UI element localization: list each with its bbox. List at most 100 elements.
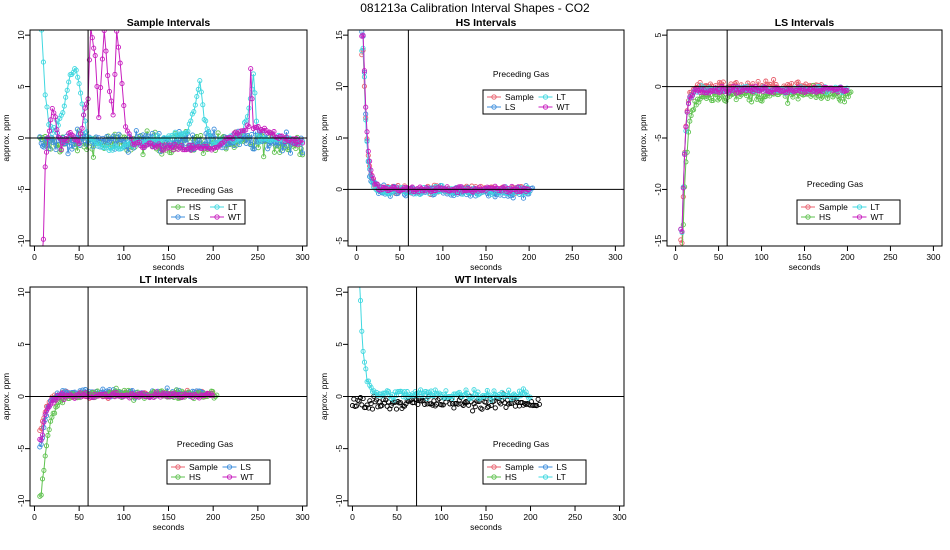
data-point [374,181,380,187]
data-point [179,395,185,401]
data-point [119,81,125,87]
legend-marker [491,464,497,470]
data-point [82,130,88,136]
data-point [114,30,120,34]
legend-box [166,459,271,485]
plot-frame [666,29,943,247]
x-tick-label: 300 [295,252,309,262]
data-point [248,66,254,72]
data-point [247,96,253,102]
data-point [841,99,848,105]
data-point [423,388,429,395]
data-point [361,68,367,74]
legend-marker [491,94,497,100]
data-layer [359,30,536,201]
data-point [411,400,417,406]
data-point [125,149,131,155]
data-point [426,389,432,395]
data-point [236,142,243,148]
data-point [359,402,365,408]
y-tick-label: 10 [334,287,344,297]
data-point [696,99,702,105]
data-point [251,146,257,152]
data-point [157,148,164,155]
data-point [403,401,409,407]
data-point [755,78,761,85]
legend-marker [542,464,549,470]
data-point [186,142,192,148]
data-layer [678,77,854,246]
x-tick-label: 150 [161,512,175,522]
data-point [299,150,306,156]
data-point [818,87,824,93]
x-axis-label: seconds [470,262,502,272]
legend-label: LT [228,202,237,212]
data-point [126,131,132,137]
data-point [73,67,79,73]
data-point [40,236,46,242]
data-point [376,399,382,405]
data-point [458,184,464,190]
data-point [360,348,366,354]
data-point [506,189,512,195]
y-tick-label: 5 [653,33,663,38]
y-tick-label: -5 [16,185,26,193]
data-point [115,44,122,50]
data-point [105,73,111,79]
legend-marker [491,104,497,110]
y-tick-label: -5 [334,445,344,453]
data-point [420,188,426,194]
data-point [220,140,226,146]
legend-label: Sample [505,92,534,102]
data-point [742,85,748,91]
data-point [52,410,58,416]
data-point [76,81,82,87]
data-point [403,394,409,401]
data-point [192,102,198,108]
data-point [418,387,424,393]
data-point [361,359,368,365]
legend-label: WT [228,212,241,222]
data-point [191,109,197,115]
data-point [210,393,216,399]
data-point [246,123,252,130]
x-tick-label: 300 [295,512,309,522]
data-point [387,393,393,399]
data-point [510,195,516,201]
legend-marker [805,214,811,220]
data-point [42,164,48,170]
data-point [526,189,532,195]
x-tick-label: 0 [32,512,37,522]
data-point [694,96,701,102]
chart-hs: HS Intervals 0 50 100 150 200 250 300 -5 0 5 10 15 se… [319,17,625,272]
x-tick-label: 250 [568,512,582,522]
data-point [689,92,695,98]
legend: Sample LS HS LT [482,459,587,485]
x-tick-label: 50 [392,512,402,522]
data-point [255,124,261,130]
data-point [109,136,115,142]
y-tick-label: -10 [653,183,663,196]
y-axis-label: approx. ppm [1,373,11,420]
chart-title: LT Intervals [139,274,197,286]
data-point [66,143,72,149]
data-point [292,141,298,147]
data-point [509,183,515,189]
data-point [196,395,202,401]
data-point [108,98,114,104]
data-point [720,79,726,85]
data-point [271,149,277,155]
legend-marker [856,214,863,220]
data-point [265,146,271,152]
legend-marker [175,474,181,480]
data-point [146,140,152,146]
data-point [140,152,146,158]
data-point [241,120,248,126]
legend-label: Sample [505,462,534,472]
data-point [440,187,446,193]
data-point [736,89,742,95]
x-tick-label: 250 [251,512,265,522]
data-point [252,124,258,130]
legend-marker [175,214,181,220]
data-point [389,400,396,406]
